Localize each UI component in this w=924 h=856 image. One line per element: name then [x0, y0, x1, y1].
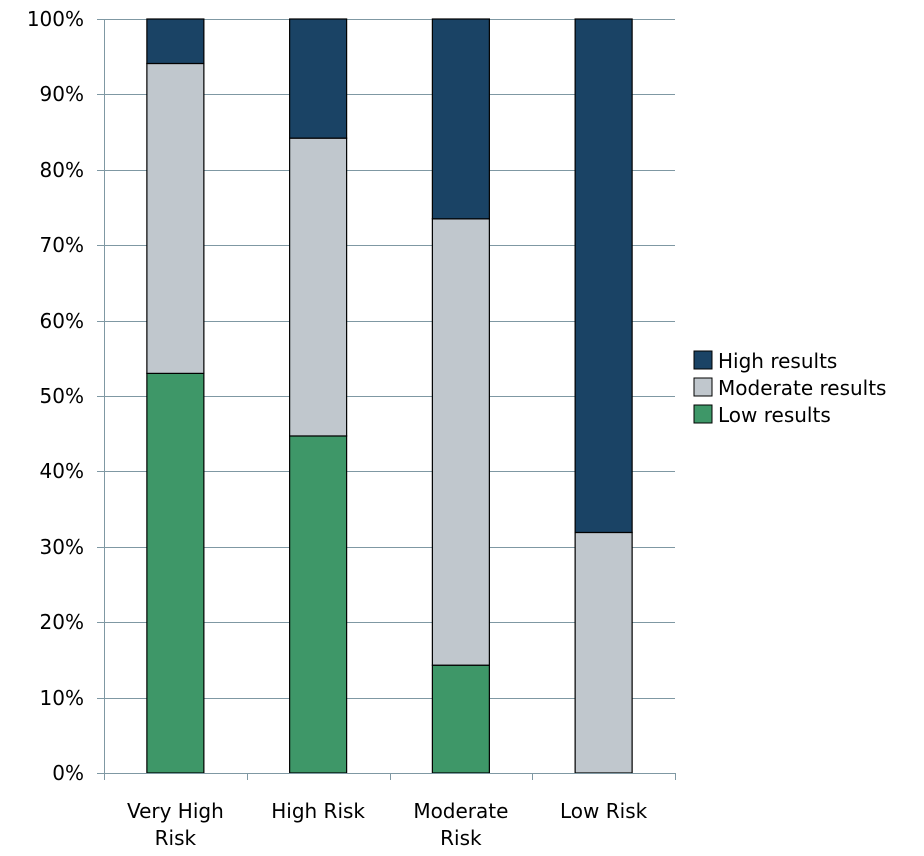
y-tick-labels: 0% 10% 20% 30% 40% 50% 60% 70% 80% 90% 100% [27, 7, 84, 785]
y-tick-label: 70% [40, 233, 84, 257]
y-tick-label: 100% [27, 7, 84, 31]
bar-segment-low-results [431, 664, 490, 774]
legend-label: Low results [718, 403, 831, 427]
x-tick-label: Risk [155, 826, 197, 850]
legend-swatch [693, 350, 713, 370]
bar-segment-high-results [146, 18, 205, 65]
y-tick-label: 30% [40, 535, 84, 559]
x-tick-labels: Very High Risk High Risk Moderate Risk Low Ri… [127, 799, 648, 850]
legend-label: High results [718, 349, 837, 373]
y-tick-label: 10% [40, 686, 84, 710]
y-tick-label: 90% [40, 82, 84, 106]
bar-segment-high-results [431, 18, 490, 220]
legend-swatch [693, 377, 713, 397]
legend-label: Moderate results [718, 376, 886, 400]
bar-segment-moderate-results [574, 531, 633, 774]
y-tick-label: 80% [40, 158, 84, 182]
y-tick-label: 0% [52, 761, 84, 785]
x-tick-label: Risk [440, 826, 482, 850]
x-tick-label: Moderate [413, 799, 508, 823]
bar-segment-moderate-results [289, 137, 348, 437]
x-tick-label: Very High [127, 799, 224, 823]
bar-segment-low-results [146, 372, 205, 774]
bar-segment-moderate-results [431, 218, 490, 666]
bar-segment-high-results [574, 18, 633, 534]
axes [97, 19, 676, 780]
bars [146, 18, 633, 774]
x-tick-label: Low Risk [560, 799, 648, 823]
y-tick-label: 50% [40, 384, 84, 408]
y-tick-label: 40% [40, 459, 84, 483]
y-tick-label: 60% [40, 309, 84, 333]
bar-segment-moderate-results [146, 62, 205, 374]
y-tick-label: 20% [40, 610, 84, 634]
bar-segment-low-results [289, 435, 348, 774]
legend: High results Moderate results Low results [693, 349, 886, 427]
x-tick-label: High Risk [271, 799, 365, 823]
legend-swatch [693, 404, 713, 424]
bar-segment-high-results [289, 18, 348, 139]
